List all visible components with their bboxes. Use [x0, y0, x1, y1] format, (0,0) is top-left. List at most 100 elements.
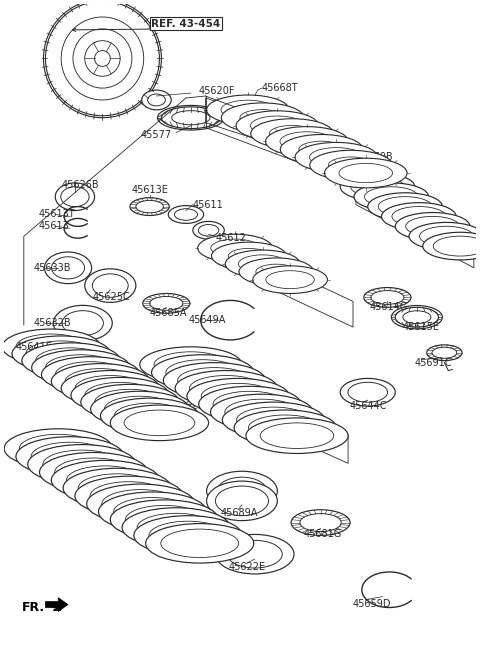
Ellipse shape — [423, 232, 480, 260]
Ellipse shape — [168, 205, 204, 223]
Ellipse shape — [157, 106, 224, 130]
Text: 45685A: 45685A — [150, 309, 187, 319]
Ellipse shape — [142, 90, 171, 110]
Text: FR.: FR. — [22, 601, 45, 614]
Text: 45626B: 45626B — [61, 180, 99, 190]
Ellipse shape — [134, 515, 242, 555]
Ellipse shape — [12, 336, 110, 372]
Ellipse shape — [140, 347, 242, 382]
Ellipse shape — [206, 471, 277, 511]
Ellipse shape — [193, 221, 224, 239]
Text: 45691C: 45691C — [415, 358, 453, 368]
Text: 45615E: 45615E — [402, 322, 439, 332]
Text: 45612: 45612 — [216, 233, 246, 243]
Ellipse shape — [409, 222, 480, 250]
Ellipse shape — [340, 378, 395, 406]
Ellipse shape — [236, 111, 319, 140]
Ellipse shape — [198, 234, 273, 262]
Text: 45644C: 45644C — [350, 401, 387, 411]
Ellipse shape — [253, 266, 327, 293]
Text: 45613T: 45613T — [38, 209, 75, 219]
Ellipse shape — [51, 460, 159, 500]
Text: 45625G: 45625G — [248, 251, 287, 261]
Text: 45621: 45621 — [173, 401, 204, 411]
Ellipse shape — [216, 535, 294, 574]
Ellipse shape — [234, 410, 336, 446]
Ellipse shape — [91, 391, 189, 427]
Ellipse shape — [110, 405, 208, 441]
Ellipse shape — [163, 362, 265, 398]
Text: 45689A: 45689A — [220, 507, 258, 518]
Ellipse shape — [81, 384, 179, 420]
Ellipse shape — [364, 287, 411, 307]
Ellipse shape — [340, 173, 415, 201]
Ellipse shape — [51, 364, 150, 399]
Text: 45641E: 45641E — [16, 342, 53, 352]
Ellipse shape — [251, 119, 333, 148]
Ellipse shape — [211, 394, 312, 430]
Text: 45632B: 45632B — [34, 318, 71, 328]
Ellipse shape — [46, 1, 159, 116]
Ellipse shape — [143, 293, 190, 313]
Text: 45625C: 45625C — [93, 293, 131, 303]
Ellipse shape — [199, 386, 301, 422]
Text: 45649A: 45649A — [189, 315, 226, 325]
Ellipse shape — [87, 484, 195, 523]
Ellipse shape — [130, 198, 169, 215]
Ellipse shape — [41, 356, 140, 392]
Text: 45611: 45611 — [193, 200, 224, 209]
Text: 45614G: 45614G — [370, 303, 408, 313]
Ellipse shape — [152, 354, 254, 390]
Text: 45620F: 45620F — [199, 86, 235, 96]
Ellipse shape — [265, 126, 348, 156]
Ellipse shape — [220, 236, 256, 256]
Ellipse shape — [32, 350, 130, 385]
Ellipse shape — [246, 418, 348, 454]
Ellipse shape — [53, 305, 112, 341]
Text: 45681G: 45681G — [304, 529, 342, 539]
Ellipse shape — [291, 510, 350, 535]
Ellipse shape — [16, 437, 124, 476]
Ellipse shape — [22, 343, 120, 378]
Text: REF. 43-454: REF. 43-454 — [151, 19, 221, 29]
Ellipse shape — [225, 250, 300, 278]
Ellipse shape — [98, 492, 206, 531]
Ellipse shape — [206, 95, 289, 124]
Text: 45613E: 45613E — [131, 185, 168, 195]
Ellipse shape — [85, 269, 136, 303]
Polygon shape — [46, 598, 68, 611]
Ellipse shape — [382, 203, 456, 230]
Ellipse shape — [175, 370, 277, 406]
Ellipse shape — [110, 500, 218, 539]
Text: 45668T: 45668T — [262, 83, 298, 93]
Ellipse shape — [39, 452, 148, 492]
Ellipse shape — [368, 193, 443, 220]
Ellipse shape — [187, 378, 289, 414]
Ellipse shape — [206, 481, 277, 521]
Ellipse shape — [395, 213, 470, 240]
Ellipse shape — [45, 252, 92, 283]
Ellipse shape — [391, 305, 443, 329]
Text: 45613: 45613 — [38, 221, 69, 231]
Ellipse shape — [310, 150, 392, 180]
Ellipse shape — [122, 508, 230, 547]
Ellipse shape — [280, 134, 363, 164]
Ellipse shape — [63, 468, 171, 508]
Ellipse shape — [28, 445, 136, 484]
Ellipse shape — [100, 398, 199, 434]
Ellipse shape — [61, 370, 159, 406]
Ellipse shape — [295, 142, 378, 172]
Ellipse shape — [354, 183, 429, 211]
Text: 45670B: 45670B — [356, 152, 394, 162]
Ellipse shape — [71, 378, 169, 413]
Ellipse shape — [239, 258, 314, 285]
Ellipse shape — [55, 183, 95, 211]
Ellipse shape — [221, 103, 304, 132]
Text: 45622E: 45622E — [228, 562, 265, 572]
Ellipse shape — [222, 402, 324, 438]
Ellipse shape — [145, 523, 254, 563]
Text: 45659D: 45659D — [353, 598, 392, 608]
Text: 45577: 45577 — [141, 130, 172, 140]
Ellipse shape — [75, 476, 183, 515]
Ellipse shape — [2, 329, 100, 364]
